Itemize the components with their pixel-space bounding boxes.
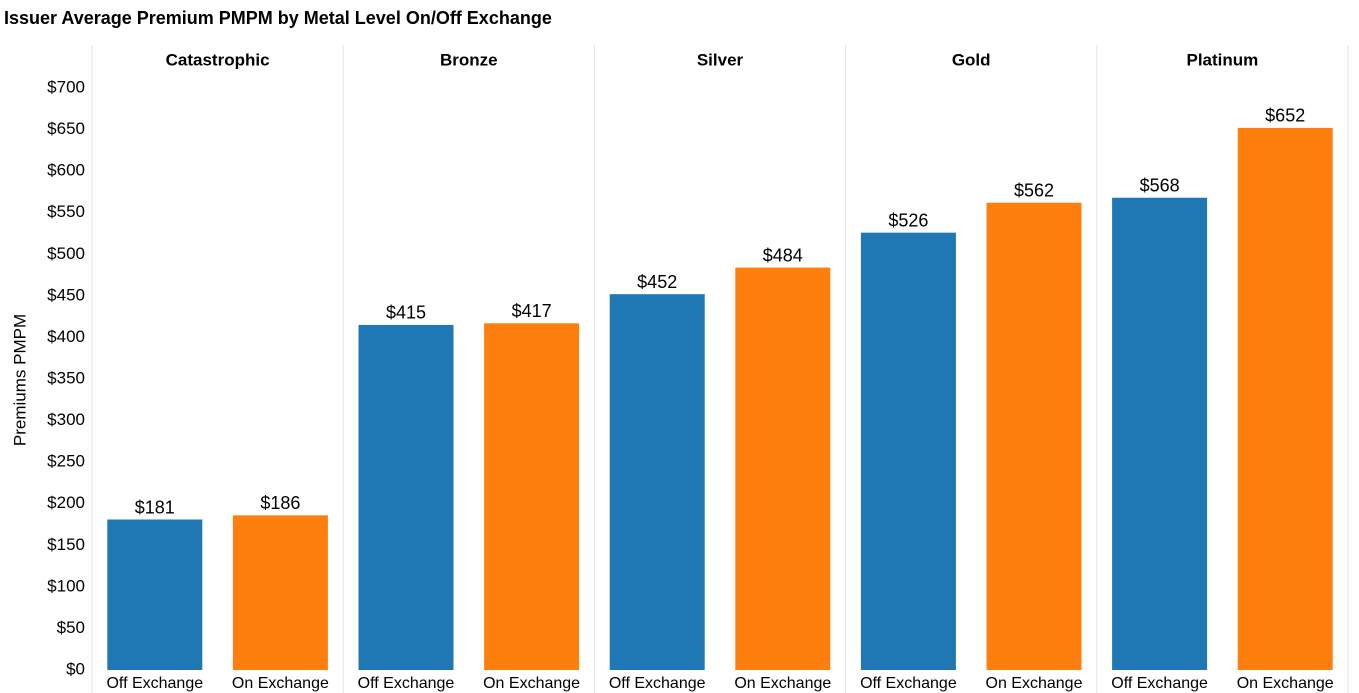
x-tick-label: On Exchange	[734, 675, 831, 692]
bar	[735, 267, 831, 670]
y-tick-label: $400	[47, 327, 85, 346]
y-tick-label: $50	[57, 618, 85, 637]
value-label: $452	[637, 272, 677, 292]
y-tick-label: $450	[47, 285, 85, 304]
bar	[1237, 127, 1333, 670]
y-tick-label: $100	[47, 576, 85, 595]
chart-title: Issuer Average Premium PMPM by Metal Lev…	[4, 8, 552, 28]
panel-label: Catastrophic	[166, 50, 270, 69]
value-label: $417	[512, 301, 552, 321]
y-tick-label: $150	[47, 535, 85, 554]
bar	[860, 232, 956, 670]
y-tick-label: $500	[47, 244, 85, 263]
value-label: $186	[260, 493, 300, 513]
bar	[358, 324, 454, 670]
bar	[1112, 197, 1208, 670]
bar	[986, 202, 1082, 671]
x-tick-label: On Exchange	[1237, 675, 1334, 692]
value-label: $568	[1140, 175, 1180, 195]
y-tick-label: $0	[66, 659, 85, 678]
panel-label: Gold	[952, 50, 991, 69]
y-tick-label: $600	[47, 161, 85, 180]
x-tick-label: Off Exchange	[860, 675, 957, 692]
x-tick-label: On Exchange	[232, 675, 329, 692]
x-tick-label: On Exchange	[986, 675, 1083, 692]
y-tick-label: $650	[47, 119, 85, 138]
bar	[107, 519, 203, 670]
y-tick-label: $300	[47, 410, 85, 429]
y-tick-label: $250	[47, 452, 85, 471]
x-tick-label: Off Exchange	[106, 675, 203, 692]
bar	[484, 323, 580, 670]
y-tick-label: $550	[47, 202, 85, 221]
panel-label: Bronze	[440, 50, 498, 69]
value-label: $652	[1265, 106, 1305, 126]
x-tick-label: On Exchange	[483, 675, 580, 692]
bar	[232, 515, 328, 670]
value-label: $484	[763, 245, 803, 265]
x-tick-label: Off Exchange	[609, 675, 706, 692]
y-axis-label: Premiums PMPM	[10, 314, 29, 446]
x-tick-label: Off Exchange	[1111, 675, 1208, 692]
panel-label: Silver	[697, 50, 744, 69]
y-tick-label: $350	[47, 368, 85, 387]
x-tick-label: Off Exchange	[358, 675, 455, 692]
value-label: $181	[135, 497, 175, 517]
panel-label: Platinum	[1187, 50, 1259, 69]
y-tick-label: $700	[47, 77, 85, 96]
value-label: $562	[1014, 180, 1054, 200]
value-label: $415	[386, 303, 426, 323]
value-label: $526	[888, 210, 928, 230]
bar	[609, 294, 705, 670]
y-tick-label: $200	[47, 493, 85, 512]
